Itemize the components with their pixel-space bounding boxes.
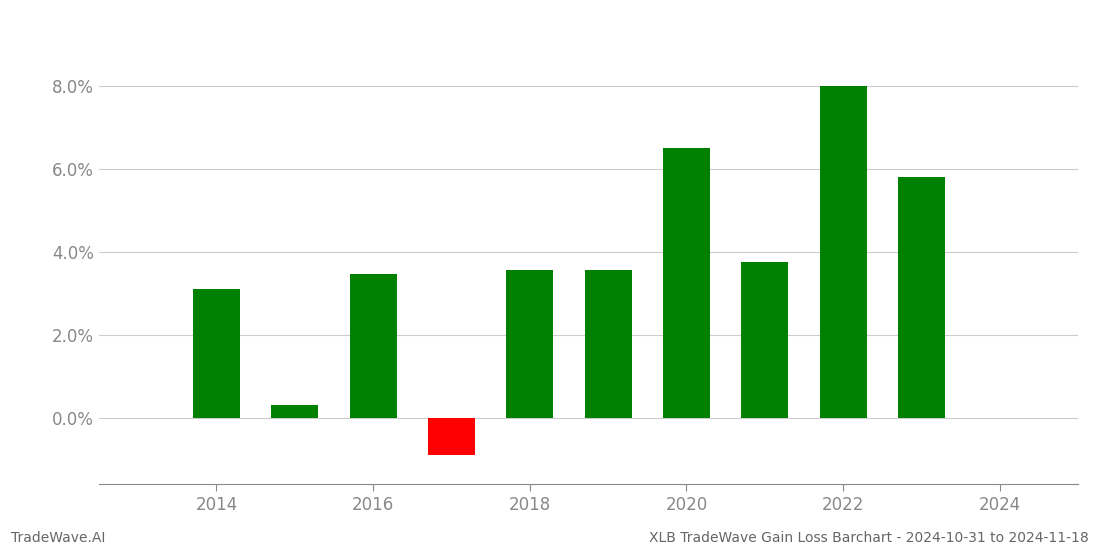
- Text: TradeWave.AI: TradeWave.AI: [11, 531, 106, 544]
- Bar: [428, 417, 475, 455]
- Bar: [820, 86, 867, 417]
- Bar: [350, 274, 397, 417]
- Bar: [584, 270, 631, 417]
- Bar: [192, 289, 240, 417]
- Bar: [663, 148, 710, 417]
- Text: XLB TradeWave Gain Loss Barchart - 2024-10-31 to 2024-11-18: XLB TradeWave Gain Loss Barchart - 2024-…: [649, 531, 1089, 544]
- Bar: [898, 177, 945, 417]
- Bar: [741, 262, 789, 417]
- Bar: [272, 405, 318, 417]
- Bar: [506, 270, 553, 417]
